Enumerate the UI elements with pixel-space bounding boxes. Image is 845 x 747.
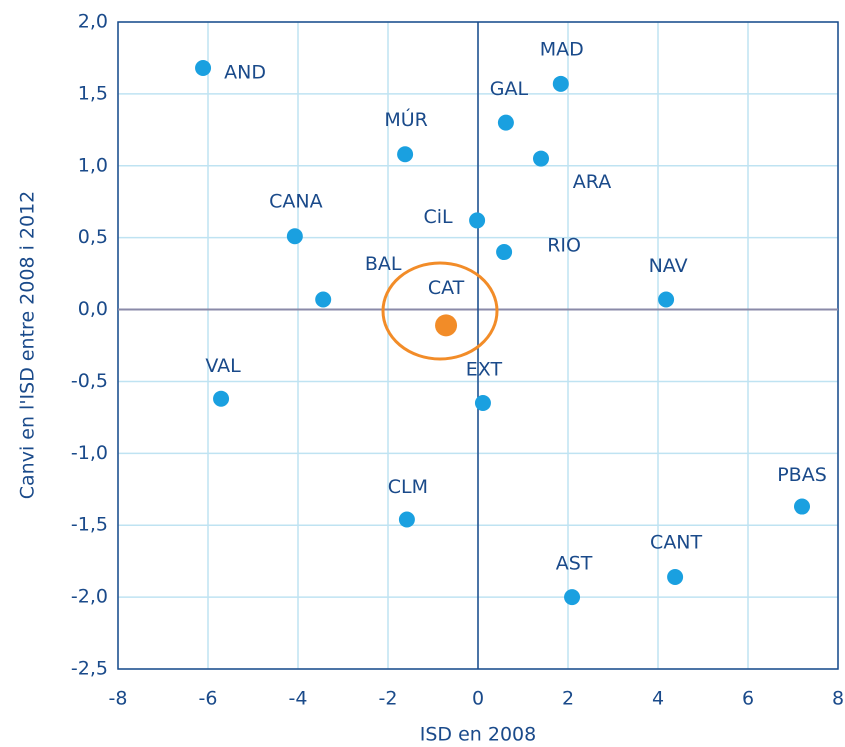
y-tick-label: -0,5	[71, 370, 108, 392]
y-tick-label: 0,0	[78, 298, 108, 320]
y-axis-label: Canvi en l'ISD entre 2008 i 2012	[17, 191, 39, 500]
point-label: GAL	[490, 78, 529, 100]
point	[474, 395, 491, 412]
point	[315, 291, 332, 308]
point	[667, 568, 684, 585]
point-label: MAD	[540, 38, 584, 60]
y-tick-label: -2,5	[71, 658, 108, 680]
point-label: CiL	[424, 206, 454, 228]
point	[398, 511, 415, 528]
point-label: AND	[224, 62, 266, 84]
x-tick-label: -6	[199, 688, 218, 710]
point	[564, 589, 581, 606]
x-tick-label: -8	[109, 688, 128, 710]
point	[195, 60, 212, 77]
y-tick-label: -2,0	[71, 586, 108, 608]
point-label: EXT	[466, 359, 503, 381]
x-tick-label: 8	[832, 688, 844, 710]
y-tick-label: 2,0	[78, 11, 108, 33]
highlight-ring	[381, 261, 499, 361]
y-tick-label: -1,0	[71, 442, 108, 464]
point-label: BAL	[365, 253, 402, 275]
point-label: CAT	[428, 277, 465, 299]
point	[469, 212, 486, 229]
point-label: CANA	[269, 191, 322, 213]
point	[552, 75, 569, 92]
point-label: MÚR	[384, 107, 428, 131]
point-label: RIO	[547, 235, 581, 257]
point	[533, 150, 549, 167]
point-label: CANT	[650, 531, 702, 553]
point	[496, 244, 513, 261]
point	[658, 291, 675, 308]
x-tick-label: -4	[289, 688, 308, 710]
point	[397, 146, 414, 163]
y-tick-label: -1,5	[71, 514, 108, 536]
y-tick-label: 1,5	[78, 82, 108, 104]
x-tick-label: -2	[379, 688, 398, 710]
point-label: AST	[556, 553, 593, 575]
point	[286, 228, 303, 245]
point	[435, 314, 458, 337]
point	[213, 390, 230, 407]
y-tick-label: 0,5	[78, 226, 108, 248]
point-label: ARA	[573, 171, 611, 193]
point-label: NAV	[649, 255, 688, 277]
point-label: CLM	[388, 476, 428, 498]
point-label: PBAS	[777, 464, 827, 486]
y-tick-label: 1,0	[78, 154, 108, 176]
point	[794, 498, 810, 515]
x-tick-label: 2	[562, 688, 574, 710]
x-tick-label: 0	[472, 688, 484, 710]
point-label: VAL	[205, 355, 241, 377]
x-axis-label: ISD en 2008	[420, 724, 536, 746]
x-tick-label: 4	[652, 688, 664, 710]
x-tick-label: 6	[742, 688, 754, 710]
point	[497, 114, 514, 131]
